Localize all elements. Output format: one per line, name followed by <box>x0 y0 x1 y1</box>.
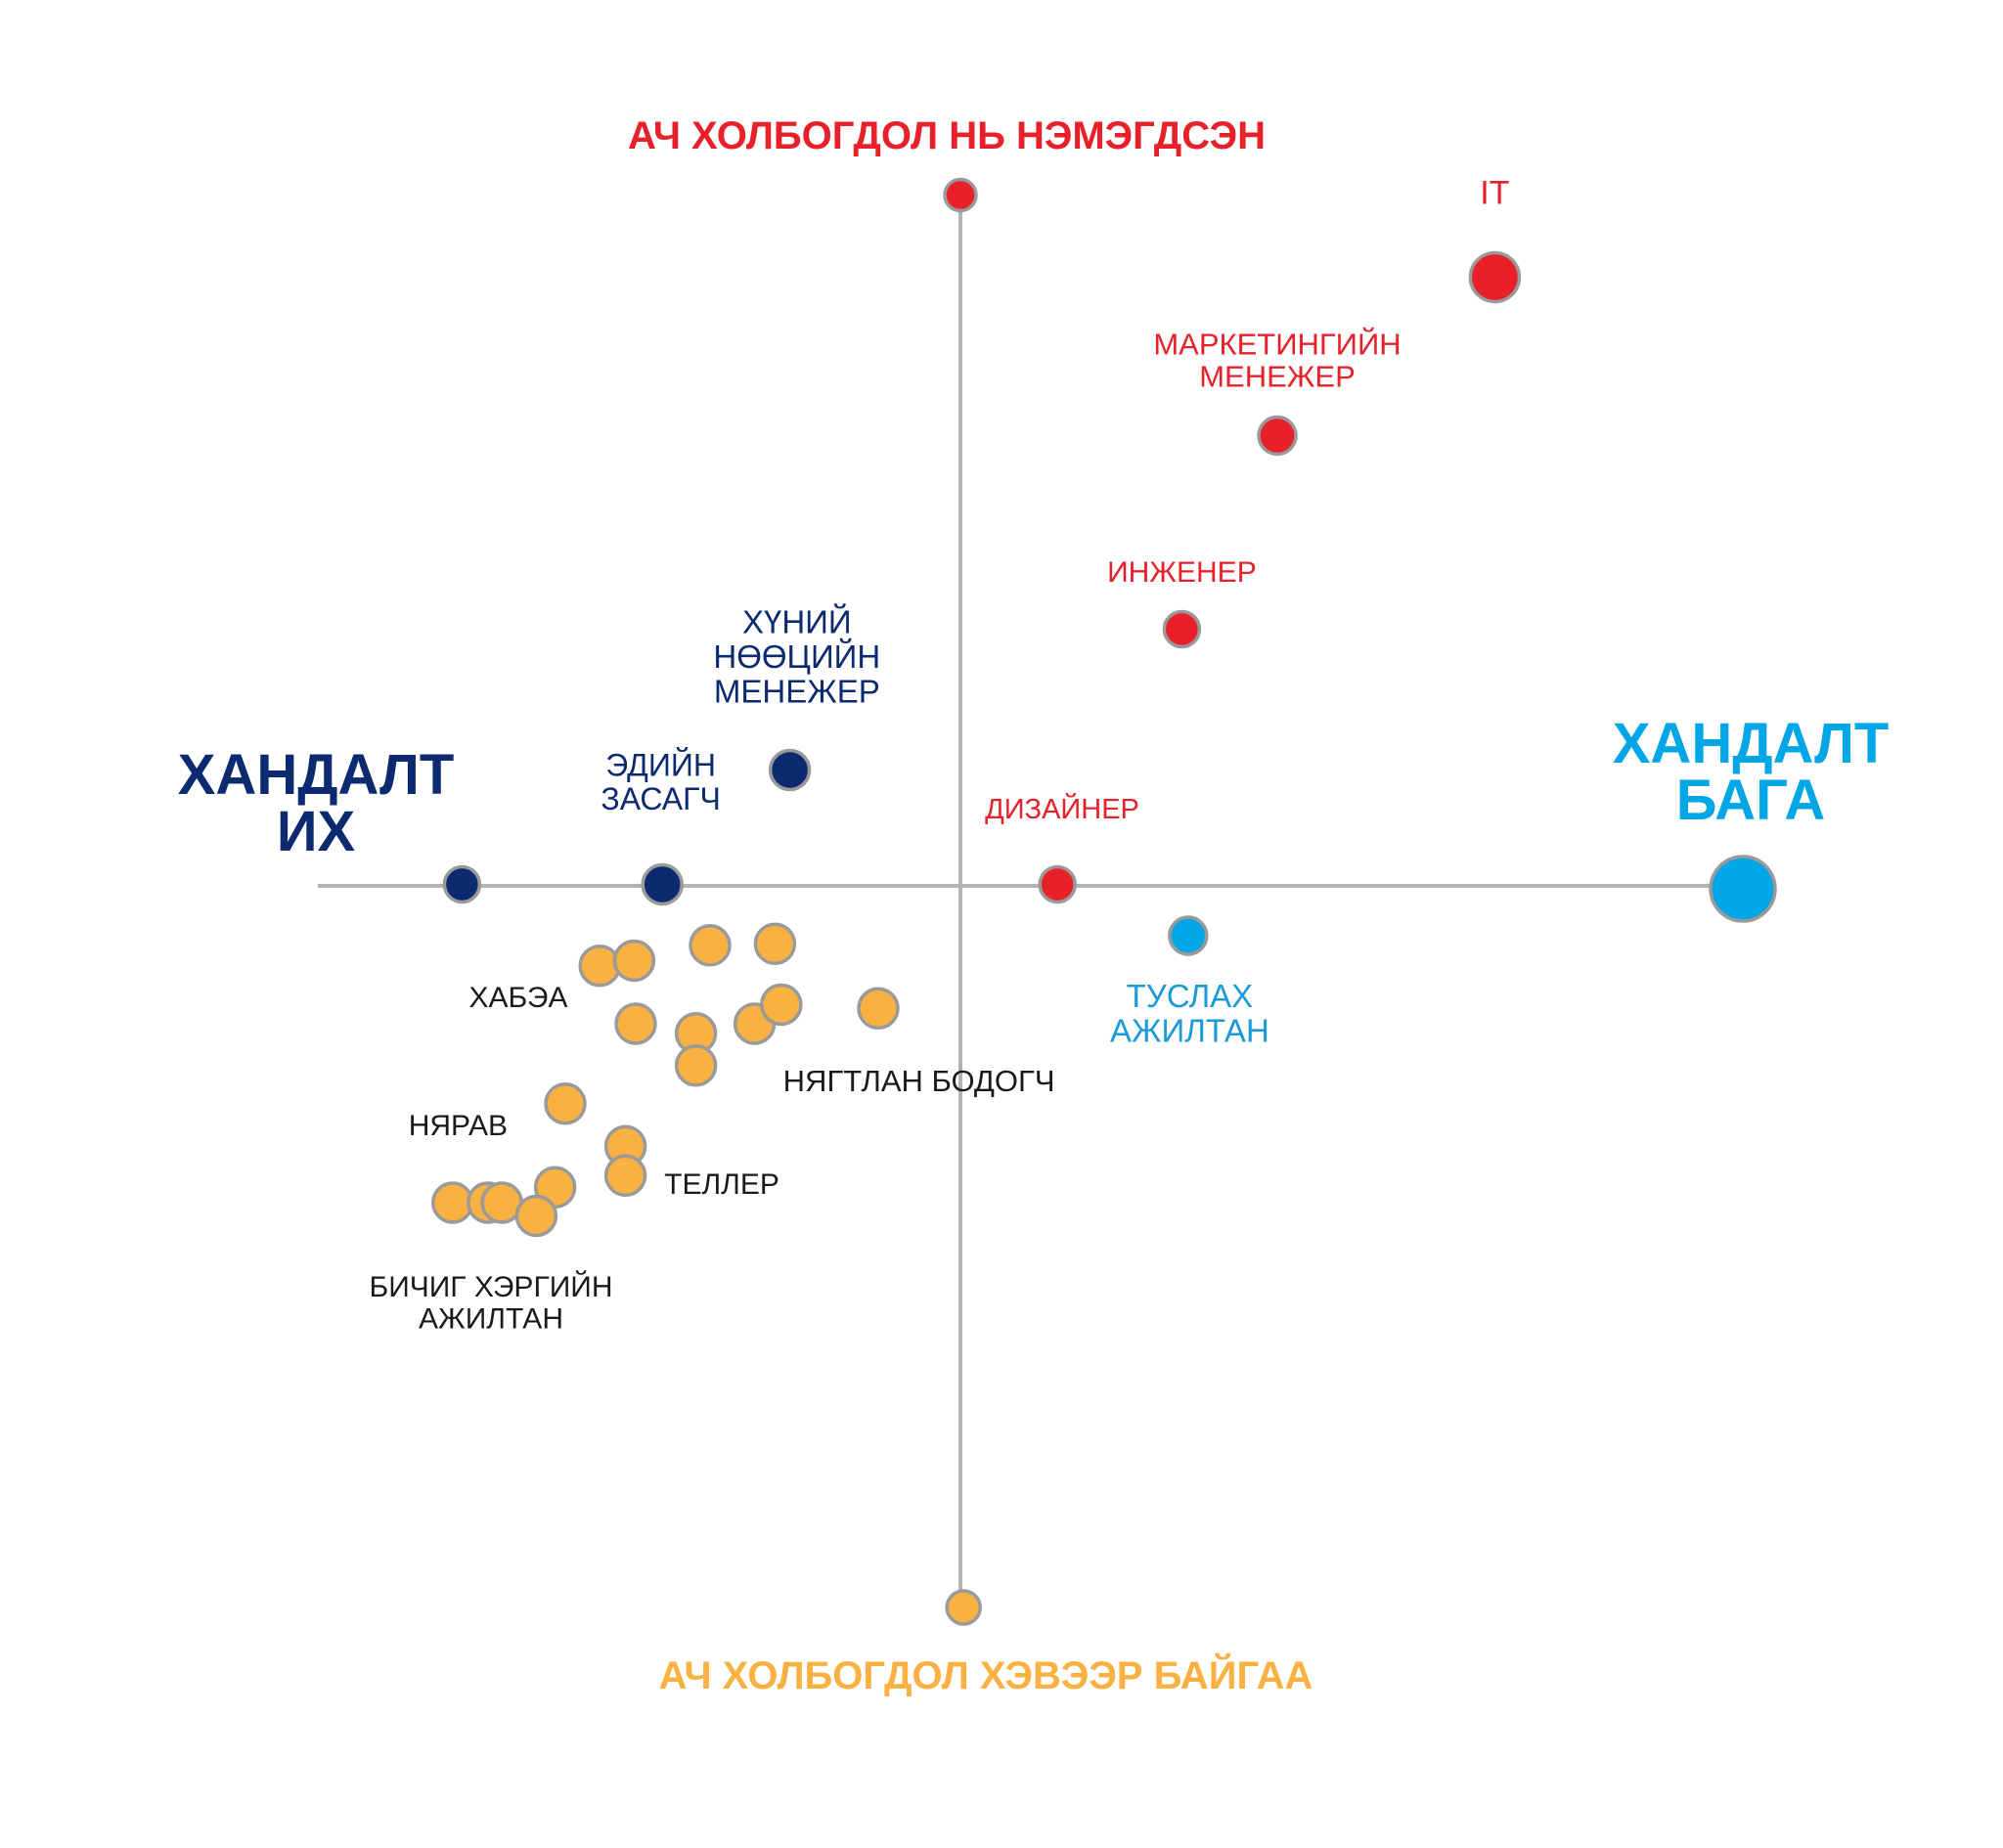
data-point-23 <box>603 1154 647 1198</box>
point-label-2-line-0: ИНЖЕНЕР <box>1107 556 1257 589</box>
data-point-0 <box>943 177 978 213</box>
data-point-15 <box>614 1002 657 1045</box>
data-point-1 <box>945 1589 982 1626</box>
left-axis-label-line-1: ХАНДАЛТ <box>178 743 455 807</box>
right-axis-label-line-1: ХАНДАЛТ <box>1613 712 1890 775</box>
point-label-5-line-1: НӨӨЦИЙН <box>713 638 880 675</box>
point-label-11-line-0: БИЧИГ ХЭРГИЙН <box>370 1270 613 1303</box>
point-label-9: НЯРАВ <box>409 1110 508 1142</box>
point-label-8-line-0: НЯГТЛАН БОДОГЧ <box>783 1064 1055 1098</box>
point-label-3-line-0: ДИЗАЙНЕР <box>985 792 1139 825</box>
point-label-4: ТУСЛАХ АЖИЛТАН <box>1110 978 1269 1049</box>
point-label-8: НЯГТЛАН БОДОГЧ <box>783 1064 1055 1098</box>
point-label-9-line-0: НЯРАВ <box>409 1110 508 1142</box>
data-points <box>431 177 1777 1626</box>
point-label-7-line-0: ХАБЭА <box>469 982 568 1014</box>
data-point-13 <box>689 924 732 967</box>
data-point-10 <box>442 864 482 904</box>
data-point-2 <box>1709 855 1777 923</box>
data-point-28 <box>514 1194 558 1238</box>
data-point-19 <box>857 987 900 1031</box>
data-point-25 <box>431 1181 474 1224</box>
point-label-7: ХАБЭА <box>469 982 568 1014</box>
bottom-axis-label: АЧ ХОЛБОГДОЛ ХЭВЭЭР БАЙГАА <box>659 1652 1313 1697</box>
point-label-1: МАРКЕТИНГИЙН МЕНЕЖЕР <box>1153 326 1401 393</box>
point-label-11: БИЧИГ ХЭРГИЙН АЖИЛТАН <box>370 1270 613 1335</box>
point-label-4-line-0: ТУСЛАХ <box>1127 978 1254 1014</box>
data-point-12 <box>612 939 656 983</box>
point-label-5: ХҮНИЙ НӨӨЦИЙН МЕНЕЖЕР <box>713 603 880 709</box>
point-label-1-line-1: МЕНЕЖЕР <box>1199 360 1356 394</box>
data-point-5 <box>1162 609 1202 649</box>
point-label-6-line-0: ЭДИЙН <box>605 748 716 783</box>
point-label-3: ДИЗАЙНЕР <box>985 792 1139 825</box>
data-point-8 <box>768 748 812 792</box>
point-label-5-line-2: МЕНЕЖЕР <box>714 674 880 710</box>
data-point-18 <box>760 983 803 1027</box>
point-label-0-line-0: IT <box>1480 175 1509 212</box>
point-label-1-line-0: МАРКЕТИНГИЙН <box>1153 326 1401 361</box>
point-label-2: ИНЖЕНЕР <box>1107 556 1257 589</box>
data-point-21 <box>544 1082 587 1125</box>
left-axis-label-line-2: ИХ <box>277 800 356 863</box>
point-label-4-line-1: АЖИЛТАН <box>1110 1012 1269 1048</box>
point-label-11-line-1: АЖИЛТАН <box>419 1302 563 1335</box>
point-label-10-line-0: ТЕЛЛЕР <box>664 1168 779 1201</box>
data-point-7 <box>1168 915 1209 956</box>
point-label-6: ЭДИЙН ЗАСАГЧ <box>601 748 720 817</box>
point-label-10: ТЕЛЛЕР <box>664 1168 779 1201</box>
point-label-6-line-1: ЗАСАГЧ <box>601 781 720 816</box>
point-label-0: IT <box>1480 175 1509 212</box>
data-point-4 <box>1257 415 1298 457</box>
data-point-20 <box>674 1044 718 1087</box>
top-axis-label: АЧ ХОЛБОГДОЛ НЬ НЭМЭГДСЭН <box>628 114 1266 157</box>
data-point-9 <box>641 862 684 906</box>
point-label-5-line-0: ХҮНИЙ <box>742 603 852 639</box>
data-point-11 <box>578 945 621 988</box>
data-point-14 <box>753 922 797 966</box>
right-axis-label-line-2: БАГА <box>1676 769 1825 832</box>
data-point-6 <box>1038 864 1077 904</box>
data-point-3 <box>1468 250 1522 304</box>
